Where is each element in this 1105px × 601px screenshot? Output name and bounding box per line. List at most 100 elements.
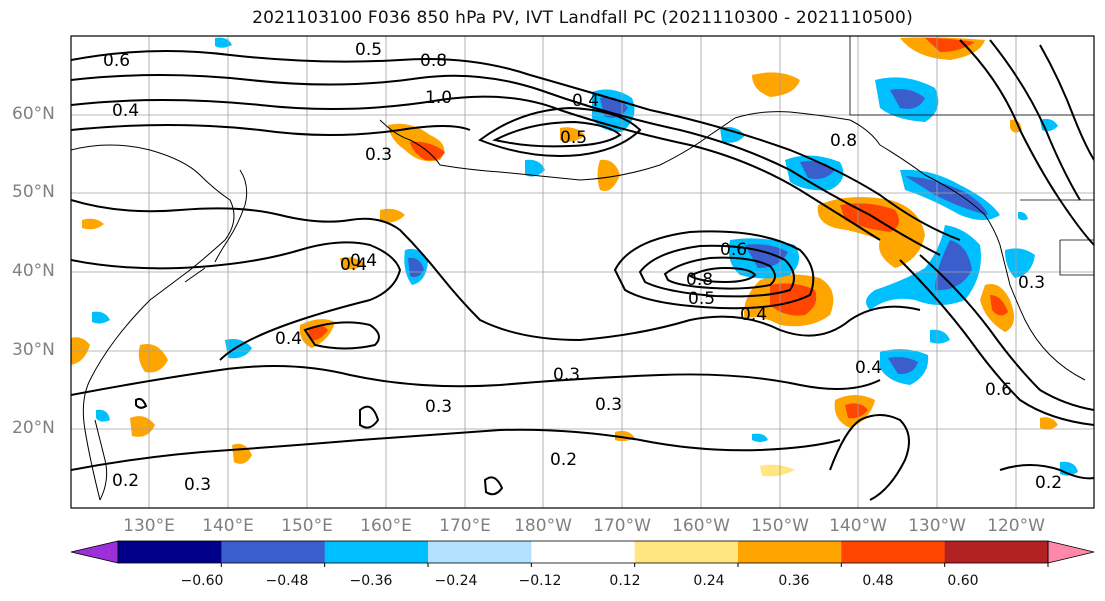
- colorbar-segment: [324, 541, 429, 563]
- colorbar-segment: [221, 541, 326, 563]
- contour-labels: 0.6 0.4 0.5 0.8 1.0 0.4 0.5 0.3 0.8 0.4 …: [103, 40, 1062, 495]
- shade-neg: [96, 409, 110, 422]
- colorbar-tick-label: −0.36: [349, 573, 393, 589]
- lon-label: 150°W: [751, 516, 809, 536]
- coast-philippines: [94, 419, 108, 501]
- shade-pos: [597, 159, 620, 191]
- colorbar-tick-label: −0.48: [265, 573, 309, 589]
- contour-label: 0.3: [425, 397, 452, 417]
- shade-neg: [1005, 248, 1035, 278]
- coast-kamchatka: [379, 119, 441, 166]
- contour-line: [71, 74, 941, 256]
- colorbar-segment: [738, 541, 842, 563]
- shade-neg: [930, 329, 950, 344]
- shade-pos: [82, 218, 104, 230]
- contour-line: [687, 266, 757, 284]
- contour-label: 0.3: [184, 475, 211, 495]
- contour-line: [899, 259, 1094, 426]
- colorbar-tick-label: 0.12: [609, 573, 641, 589]
- contour-line: [919, 254, 1094, 411]
- lat-label-40n: 40°N: [12, 261, 55, 281]
- contour-line: [135, 397, 148, 409]
- contour-label: 0.4: [340, 255, 367, 275]
- contour-line: [71, 50, 961, 241]
- colorbar-ticks: [220, 563, 1049, 567]
- contour-label: 0.6: [103, 51, 130, 71]
- contour-label: 0.4: [572, 91, 599, 111]
- pv-contours: [71, 39, 1094, 501]
- colorbar-tick-label: −0.24: [434, 573, 478, 589]
- contour-label: 0.3: [1018, 273, 1045, 293]
- lon-label: 160°E: [360, 516, 412, 536]
- chart-title: 2021103100 F036 850 hPa PV, IVT Landfall…: [252, 8, 913, 28]
- coast-asia: [71, 144, 235, 501]
- shade-pos: [1040, 417, 1058, 430]
- shade-pos: [845, 403, 868, 419]
- colorbar-segment: [531, 541, 636, 563]
- contour-label: 0.5: [560, 128, 587, 148]
- shade-pos: [752, 72, 800, 97]
- colorbar-tick-label: 0.60: [947, 573, 979, 589]
- shade-pos: [340, 257, 365, 270]
- contour-line: [613, 230, 815, 310]
- contour-line: [829, 414, 910, 501]
- contour-line: [71, 365, 881, 396]
- lat-label-30n: 30°N: [12, 340, 55, 360]
- lat-label-20n: 20°N: [12, 418, 55, 438]
- colorbar-extend-high: [1047, 540, 1095, 564]
- contour-label: 0.4: [350, 251, 377, 271]
- contour-line: [1039, 44, 1094, 161]
- coast-japan: [184, 169, 248, 283]
- colorbar-segments: [70, 540, 1095, 564]
- contour-label: 0.2: [550, 450, 577, 470]
- contour-line: [71, 241, 402, 361]
- contour-label: 0.5: [355, 40, 382, 60]
- shade-pos: [308, 325, 328, 341]
- contour-line: [492, 120, 622, 148]
- colorbar-tick-label: −0.60: [180, 573, 224, 589]
- contour-label: 0.5: [688, 289, 715, 309]
- shade-pos: [560, 127, 585, 142]
- coastlines: [71, 36, 1094, 501]
- contour-line: [359, 405, 380, 429]
- shade-neg: [225, 339, 252, 359]
- shade-neg: [752, 433, 768, 442]
- lon-label: 120°W: [987, 516, 1045, 536]
- contour-label: 1.0: [425, 88, 452, 108]
- lon-label: 170°W: [593, 516, 651, 536]
- contour-label: 0.4: [855, 358, 882, 378]
- contour-label: 0.8: [686, 270, 713, 290]
- contour-label: 0.6: [720, 240, 747, 260]
- contour-label: 0.2: [1035, 473, 1062, 493]
- colorbar-frame: [117, 540, 1049, 564]
- colorbar-tick-label: 0.48: [862, 573, 894, 589]
- pc-shading: [71, 37, 1078, 477]
- shade-pos: [760, 464, 795, 477]
- contour-line: [989, 39, 1081, 201]
- colorbar-tick-label: 0.24: [693, 573, 725, 589]
- colorbar-segment: [841, 541, 946, 563]
- shade-neg: [905, 176, 988, 215]
- contour-line: [71, 428, 841, 471]
- contour-label: 0.3: [553, 365, 580, 385]
- shade-neg: [890, 89, 925, 109]
- map-frame: [70, 35, 1095, 509]
- contour-label: 0.8: [420, 51, 447, 71]
- lat-label-50n: 50°N: [12, 182, 55, 202]
- lon-label: 130°E: [123, 516, 175, 536]
- coast-aleutians: [439, 117, 736, 181]
- lat-label-60n: 60°N: [12, 104, 55, 124]
- contour-line: [663, 256, 776, 290]
- shade-neg: [720, 126, 745, 143]
- contour-label: 0.4: [112, 101, 139, 121]
- contour-label: 0.2: [112, 471, 139, 491]
- shade-neg: [92, 311, 110, 324]
- contour-line: [71, 199, 921, 342]
- colorbar-tick-label: −0.12: [518, 573, 562, 589]
- lon-label: 140°W: [829, 516, 887, 536]
- lon-label: 150°E: [281, 516, 333, 536]
- colorbar-extend-low: [70, 540, 119, 564]
- shade-pos: [990, 295, 1008, 316]
